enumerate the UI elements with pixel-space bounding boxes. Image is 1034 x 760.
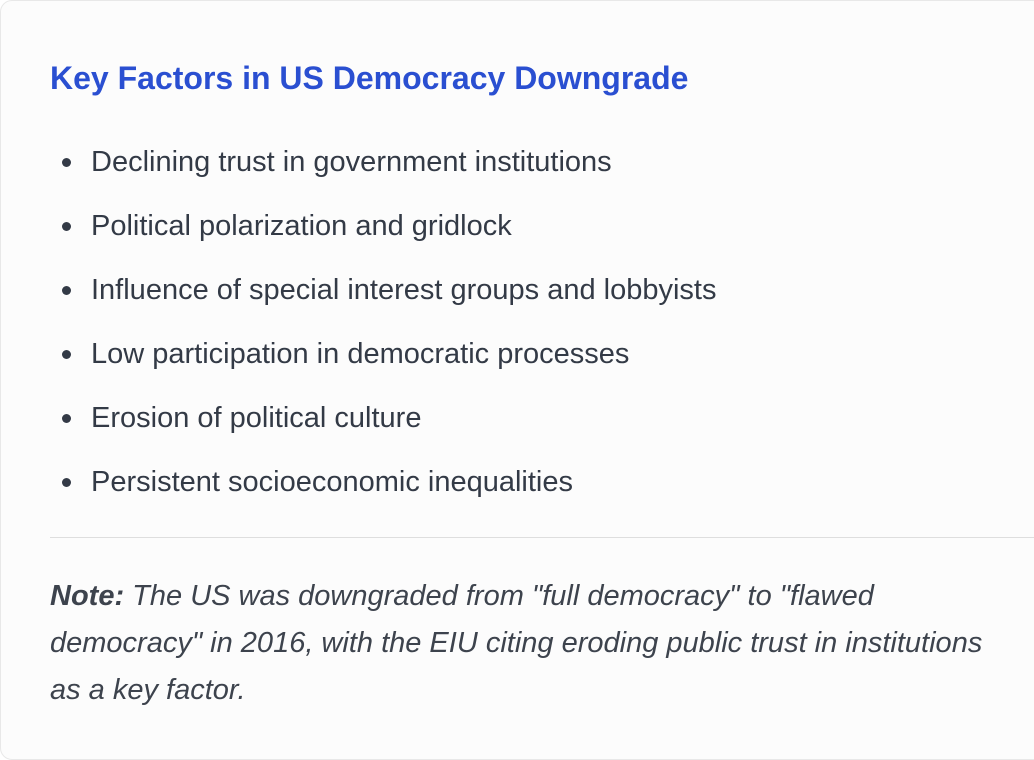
list-item-text: Influence of special interest groups and…	[91, 274, 717, 306]
bullet-icon	[62, 350, 71, 359]
section-title: Key Factors in US Democracy Downgrade	[50, 60, 689, 96]
note-text: The US was downgraded from "full democra…	[50, 580, 983, 706]
bullet-icon	[62, 478, 71, 487]
bullet-icon	[62, 286, 71, 295]
list-item-text: Declining trust in government institutio…	[91, 146, 612, 178]
note-paragraph: Note: The US was downgraded from "full d…	[50, 573, 1010, 714]
list-item-text: Political polarization and gridlock	[91, 210, 512, 242]
bullet-icon	[62, 414, 71, 423]
list-item-text: Low participation in democratic processe…	[91, 338, 630, 370]
note-label: Note:	[50, 580, 125, 612]
bullet-icon	[62, 158, 71, 167]
divider	[50, 537, 1034, 538]
list-item-text: Erosion of political culture	[91, 402, 422, 434]
bullet-icon	[62, 222, 71, 231]
list-item-text: Persistent socioeconomic inequalities	[91, 466, 573, 498]
